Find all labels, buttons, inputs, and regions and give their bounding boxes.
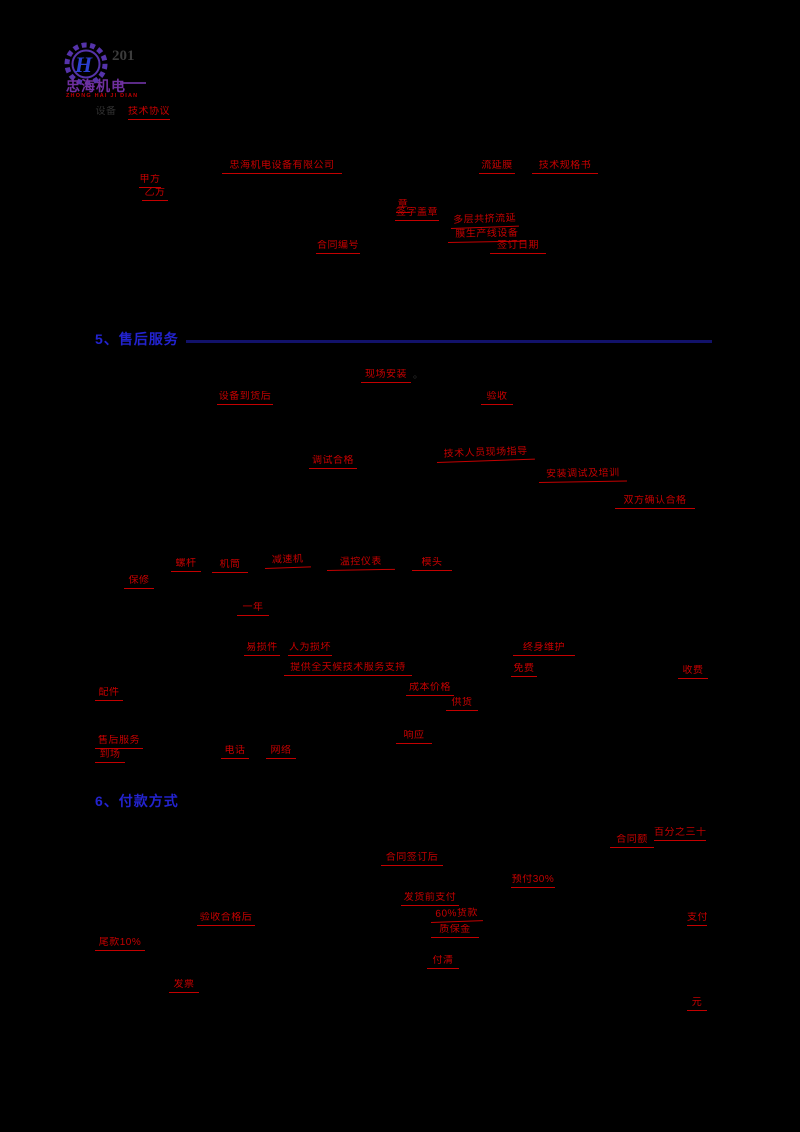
blank-text: 现场安装 [361, 369, 411, 383]
blank-text: 尾款10% [95, 937, 145, 951]
blank-text: 忠海机电设备有限公司 [222, 160, 342, 174]
blank-text: 设备到货后 [217, 391, 273, 405]
blank-text: 响应 [396, 730, 432, 744]
blank-text: 模头 [412, 557, 452, 571]
blank-text: 网络 [266, 745, 296, 759]
section-5-rule [186, 340, 712, 343]
logo-dash [120, 82, 146, 84]
blank-text: 质保金 [431, 924, 479, 938]
blank-text: 验收 [481, 391, 513, 405]
blank-text: 机筒 [212, 559, 248, 573]
blank-text: 配件 [95, 687, 123, 701]
blank-text: 流延膜 [479, 160, 515, 174]
blank-text: 安装调试及培训 [538, 467, 627, 483]
blank-text: 螺杆 [171, 558, 201, 572]
section-5-heading: 5、售后服务 [95, 331, 179, 347]
blank-text: 售后服务 [95, 735, 143, 749]
blank-text: 减速机 [264, 553, 311, 569]
blank-text: 合同额 [610, 834, 654, 848]
blank-text: 甲方 [139, 174, 161, 188]
blank-text: 温控仪表 [326, 555, 395, 571]
blank-text: 调试合格 [309, 455, 357, 469]
blank-text: 电话 [221, 745, 249, 759]
blank-text: 支付 [687, 912, 707, 926]
blank-text: 发货前支付 [401, 892, 459, 906]
blank-text: 易损件 [244, 642, 280, 656]
blank-text: 人为损坏 [288, 642, 332, 656]
blank-text: 签订日期 [490, 240, 546, 254]
blank-text: 技术人员现场指导 [436, 445, 535, 463]
blank-text: 技术规格书 [532, 160, 598, 174]
company-name-cn: 忠海机电 [66, 78, 126, 94]
blank-text: 成本价格 [406, 682, 454, 696]
blank-text: 提供全天候技术服务支持 [284, 662, 412, 676]
svg-text:H: H [74, 52, 93, 77]
blank-text: 多层共挤流延 [450, 212, 519, 229]
blank-text: 到场 [95, 749, 125, 763]
blank-text: 百分之三十 [654, 827, 706, 841]
blank-text: 技术协议 [128, 106, 170, 120]
blank-text: 供货 [446, 697, 478, 711]
blank-text: 终身维护 [513, 642, 575, 656]
blank-text: 一年 [237, 602, 269, 616]
blank-text: 合同签订后 [381, 852, 443, 866]
blank-text: 章 [396, 199, 410, 213]
blank-text: 保修 [124, 575, 154, 589]
blank-text: 设备 [95, 106, 117, 117]
blank-text: 元 [687, 997, 707, 1011]
blank-text: 双方确认合格 [615, 495, 695, 509]
blank-text: 签字盖章 [395, 207, 439, 221]
blank-text: 付清 [427, 955, 459, 969]
blank-text: 免费 [511, 663, 537, 677]
logo-year-text: 201 [112, 48, 135, 64]
blank-text: 验收合格后 [197, 912, 255, 926]
blank-text: 乙方 [142, 187, 168, 201]
company-logo: H 201 忠海机电 ZHONG HAI JI DIAN [58, 38, 208, 108]
section-6-heading: 6、付款方式 [95, 793, 179, 809]
blank-text: 发票 [169, 979, 199, 993]
company-name-en: ZHONG HAI JI DIAN [66, 93, 139, 99]
blank-text: 60%货款 [430, 907, 483, 923]
blank-text: 。 [413, 370, 421, 383]
gear-logo-icon: H [64, 42, 108, 86]
blank-text: 预付30% [511, 874, 555, 888]
blank-text: 收费 [678, 665, 708, 679]
blank-text: 合同编号 [316, 240, 360, 254]
